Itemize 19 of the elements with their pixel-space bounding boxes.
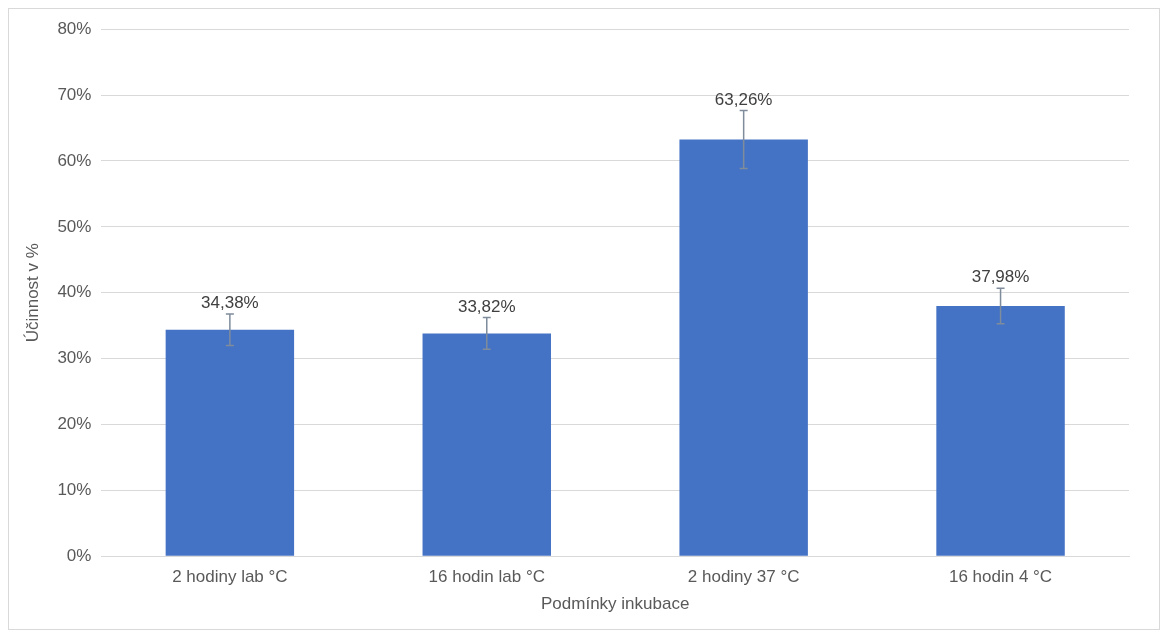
y-tick-label: 70%	[57, 84, 92, 104]
data-label: 37,98%	[971, 267, 1030, 287]
x-tick-label: 2 hodiny 37 °C	[687, 567, 800, 587]
y-tick-label: 50%	[57, 216, 92, 236]
data-label: 63,26%	[714, 89, 773, 109]
y-tick-label: 80%	[57, 18, 92, 38]
y-tick-label: 20%	[57, 414, 92, 434]
x-tick-label: 16 hodin lab °C	[428, 567, 545, 587]
x-axis-title: Podmínky inkubace	[541, 594, 690, 614]
y-tick-label: 40%	[57, 282, 92, 302]
y-tick-label: 10%	[57, 480, 92, 500]
y-tick-label: 30%	[57, 348, 92, 368]
y-tick-label: 0%	[66, 545, 92, 565]
x-tick-label: 16 hodin 4 °C	[948, 567, 1053, 587]
y-tick-label: 60%	[57, 150, 92, 170]
y-axis-title: Účinnost v %	[22, 243, 42, 343]
x-tick-label: 2 hodiny lab °C	[172, 567, 288, 587]
data-label: 33,82%	[457, 296, 516, 316]
data-label: 34,38%	[201, 293, 259, 313]
